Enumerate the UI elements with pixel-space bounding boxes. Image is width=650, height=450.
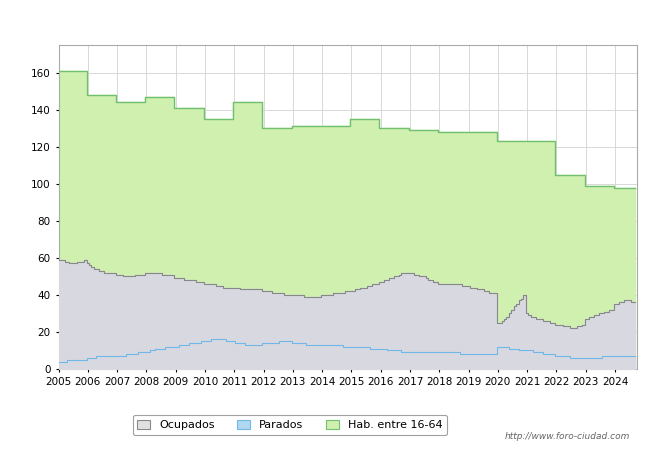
Text: Bercero - Evolucion de la poblacion en edad de Trabajar Septiembre de 2024: Bercero - Evolucion de la poblacion en e… [68, 14, 582, 27]
Text: http://www.foro-ciudad.com: http://www.foro-ciudad.com [505, 432, 630, 441]
Legend: Ocupados, Parados, Hab. entre 16-64: Ocupados, Parados, Hab. entre 16-64 [133, 415, 447, 435]
